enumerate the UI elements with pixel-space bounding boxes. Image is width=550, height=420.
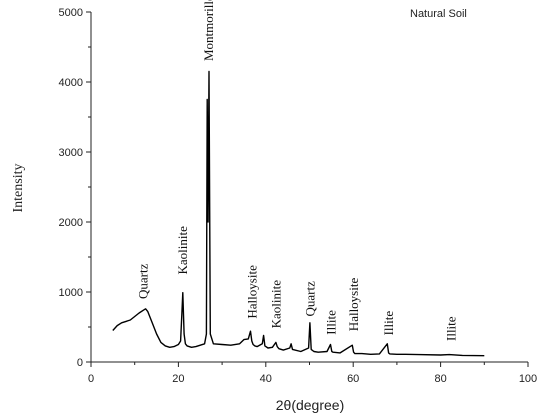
x-tick-label: 40	[260, 373, 272, 385]
peak-annotation: Kaolinite	[175, 226, 190, 275]
y-tick-label: 0	[77, 357, 83, 369]
peak-annotation: Montmorillonite	[201, 0, 216, 61]
peak-annotation: Quartz	[302, 281, 317, 317]
peak-annotation: Illite	[323, 310, 338, 335]
y-tick-label: 5000	[59, 7, 83, 19]
peak-annotation: Illite	[381, 311, 396, 336]
y-tick-label: 1000	[59, 287, 83, 299]
x-tick-label: 100	[519, 373, 537, 385]
x-tick-label: 80	[434, 373, 446, 385]
y-tick-label: 4000	[59, 77, 83, 89]
y-ticks: 0 1000 2000 3000 4000 5000	[59, 7, 91, 369]
peak-annotation: Kaolinite	[269, 280, 284, 329]
y-tick-label: 3000	[59, 147, 83, 159]
x-ticks: 0 20 40 60 80 100	[88, 362, 537, 385]
legend-entry: Natural Soil	[410, 8, 467, 20]
peak-annotation: Halloysite	[245, 265, 260, 319]
x-axis-title: 2θ(degree)	[276, 397, 345, 413]
peak-annotation: Illite	[444, 316, 459, 341]
x-tick-label: 0	[88, 373, 94, 385]
x-tick-label: 20	[172, 373, 184, 385]
y-tick-label: 2000	[59, 217, 83, 229]
x-tick-label: 60	[347, 373, 359, 385]
y-axis-title: Intensity	[11, 164, 26, 213]
series-line	[112, 70, 485, 357]
series-layer	[112, 70, 485, 357]
peak-annotation: Halloysite	[346, 278, 361, 332]
peak-annotations: Quartz Kaolinite Montmorillonite Halloysite…	[135, 0, 458, 341]
peak-annotation: Quartz	[135, 263, 150, 299]
